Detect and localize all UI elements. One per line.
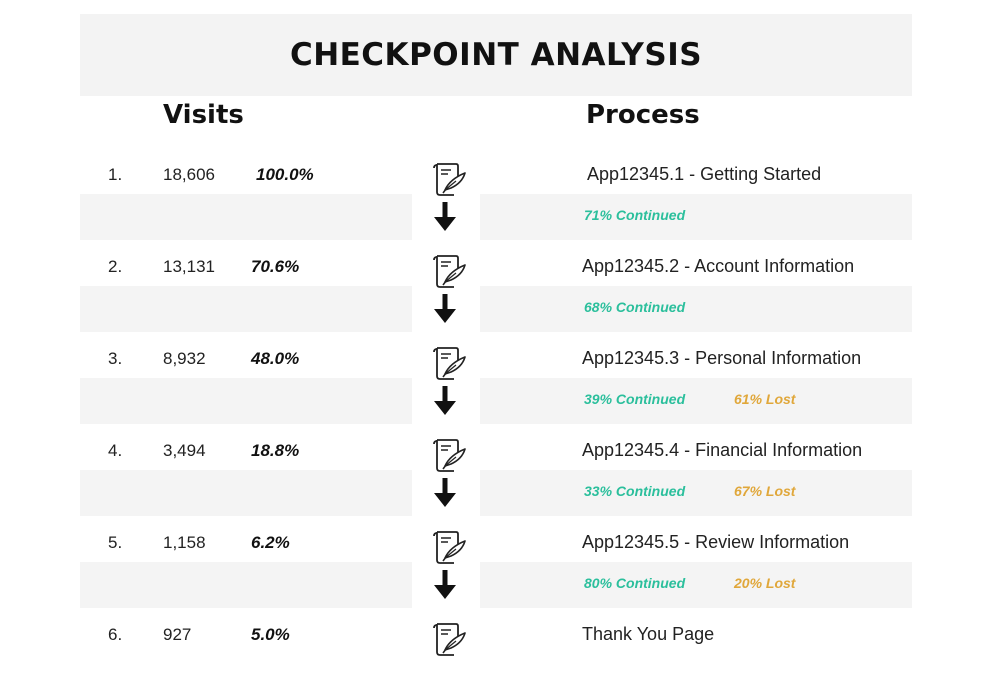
continued-label: 68% Continued xyxy=(584,299,686,315)
page-title: CHECKPOINT ANALYSIS xyxy=(289,37,703,73)
step-number: 1. xyxy=(108,165,123,184)
step-visits: 13,131 xyxy=(163,257,215,276)
step-number: 2. xyxy=(108,257,123,276)
document-quill-icon xyxy=(433,623,466,656)
step-number: 3. xyxy=(108,349,123,368)
visits-column-header: Visits xyxy=(163,100,244,130)
band-left xyxy=(80,194,412,240)
step-process-name: Thank You Page xyxy=(582,624,715,644)
lost-label: 61% Lost xyxy=(734,391,796,407)
step-visits: 1,158 xyxy=(163,533,206,552)
transition-row: 71% Continued xyxy=(0,194,994,240)
document-quill-icon xyxy=(433,439,466,472)
step-process-name: App12345.4 - Financial Information xyxy=(582,440,863,460)
arrow-down-icon xyxy=(434,570,456,599)
step-percent: 100.0% xyxy=(256,165,314,184)
arrow-down-icon xyxy=(434,202,456,231)
document-quill-icon xyxy=(433,531,466,564)
step-row: 5. 1,158 6.2% App12345.5 - Review Inform… xyxy=(0,527,994,573)
arrow-down-icon xyxy=(434,478,456,507)
continued-label: 80% Continued xyxy=(584,575,686,591)
band-right xyxy=(480,470,912,516)
document-quill-icon xyxy=(433,255,466,288)
arrow-down-icon xyxy=(434,386,456,415)
transition-row: 80% Continued 20% Lost xyxy=(0,562,994,608)
transition-row: 39% Continued 61% Lost xyxy=(0,378,994,424)
document-quill-icon xyxy=(433,163,466,196)
lost-label: 20% Lost xyxy=(734,575,796,591)
band-left xyxy=(80,562,412,608)
step-process-name: App12345.5 - Review Information xyxy=(582,532,850,552)
transition-row: 33% Continued 67% Lost xyxy=(0,470,994,516)
step-visits: 8,932 xyxy=(163,349,206,368)
step-percent: 5.0% xyxy=(251,625,290,644)
band-right xyxy=(480,378,912,424)
title-band: CHECKPOINT ANALYSIS xyxy=(80,14,912,96)
band-right xyxy=(480,562,912,608)
step-percent: 48.0% xyxy=(251,349,300,368)
band-right xyxy=(480,194,912,240)
band-left xyxy=(80,470,412,516)
band-right xyxy=(480,286,912,332)
step-row: 3. 8,932 48.0% App12345.3 - Personal Inf… xyxy=(0,343,994,389)
step-row: 1. 18,606 100.0% App12345.1 - Getting St… xyxy=(0,159,994,205)
step-percent: 6.2% xyxy=(251,533,290,552)
band-left xyxy=(80,286,412,332)
document-quill-icon xyxy=(433,347,466,380)
step-row: 4. 3,494 18.8% App12345.4 - Financial In… xyxy=(0,435,994,481)
band-left xyxy=(80,378,412,424)
process-column-header: Process xyxy=(586,100,700,130)
lost-label: 67% Lost xyxy=(734,483,796,499)
continued-label: 33% Continued xyxy=(584,483,686,499)
step-visits: 927 xyxy=(163,625,192,644)
step-process-name: App12345.3 - Personal Information xyxy=(582,348,862,368)
step-row: 2. 13,131 70.6% App12345.2 - Account Inf… xyxy=(0,251,994,297)
step-percent: 18.8% xyxy=(251,441,300,460)
step-row: 6. 927 5.0% Thank You Page xyxy=(0,619,994,665)
step-number: 5. xyxy=(108,533,123,552)
step-percent: 70.6% xyxy=(251,257,300,276)
step-number: 6. xyxy=(108,625,123,644)
step-visits: 3,494 xyxy=(163,441,206,460)
continued-label: 39% Continued xyxy=(584,391,686,407)
arrow-down-icon xyxy=(434,294,456,323)
step-process-name: App12345.1 - Getting Started xyxy=(587,164,822,184)
transition-row: 68% Continued xyxy=(0,286,994,332)
step-process-name: App12345.2 - Account Information xyxy=(582,256,855,276)
continued-label: 71% Continued xyxy=(584,207,686,223)
step-visits: 18,606 xyxy=(163,165,215,184)
step-number: 4. xyxy=(108,441,123,460)
